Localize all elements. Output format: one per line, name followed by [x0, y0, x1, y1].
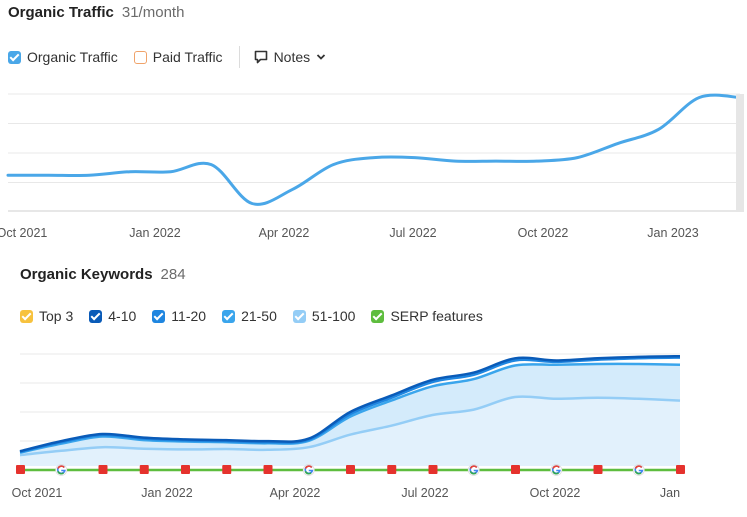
flag-icon: [428, 465, 438, 474]
traffic-chart: Oct 2021 Jan 2022 Apr 2022 Jul 2022 Oct 2022…: [0, 93, 744, 240]
x-tick-label: Jul 2022: [401, 486, 448, 500]
legend-serp-features[interactable]: SERP features: [371, 308, 483, 324]
divider: [238, 46, 240, 68]
flag-icon: [139, 465, 149, 474]
series-line-51-100: [19, 395, 681, 457]
checkbox-icon[interactable]: [292, 309, 306, 323]
x-tick-label: Oct 2021: [0, 226, 47, 240]
legend-11-20[interactable]: 11-20: [152, 308, 206, 324]
flag-icon: [98, 465, 108, 474]
checkbox-icon[interactable]: [222, 309, 236, 323]
legend-label: 21-50: [241, 308, 277, 324]
notes-dropdown[interactable]: Notes: [254, 49, 327, 65]
checkbox-icon[interactable]: [152, 309, 166, 323]
legend-21-50[interactable]: 21-50: [222, 308, 277, 324]
flag-icon: [511, 465, 520, 474]
legend-label: Paid Traffic: [152, 49, 223, 65]
legend-top-3[interactable]: Top 3: [20, 308, 73, 324]
x-tick-label: Oct 2021: [12, 486, 63, 500]
legend-paid-traffic[interactable]: Paid Traffic: [133, 49, 223, 65]
legend-label: Organic Traffic: [27, 49, 118, 65]
flag-icon: [222, 465, 232, 474]
chevron-down-icon: [317, 54, 326, 60]
series-area-51-100: [20, 396, 680, 466]
x-tick-label: Jan 2022: [141, 486, 192, 500]
x-tick-label: Jan: [660, 486, 680, 500]
legend-label: 11-20: [171, 308, 207, 324]
flag-icon: [676, 465, 685, 474]
legend-4-10[interactable]: 4-10: [89, 308, 136, 324]
checkbox-icon[interactable]: [133, 50, 147, 64]
legend-organic-traffic[interactable]: Organic Traffic: [8, 49, 118, 65]
checkbox-icon[interactable]: [89, 309, 103, 323]
legend-label: SERP features: [390, 308, 483, 324]
flag-icon: [181, 465, 190, 474]
keywords-title: Organic Keywords: [20, 266, 153, 283]
google-icon: [550, 464, 563, 476]
x-tick-label: Jan 2022: [129, 226, 180, 240]
google-icon: [55, 464, 68, 476]
traffic-legend: Organic Traffic Paid Traffic Notes: [8, 46, 326, 68]
traffic-title: Organic Traffic: [8, 4, 114, 21]
x-tick-label: Apr 2022: [259, 226, 310, 240]
legend-label: Top 3: [39, 308, 74, 324]
legend-label: 4-10: [108, 308, 137, 324]
google-icon: [302, 464, 315, 476]
legend-label: 51-100: [311, 308, 356, 324]
traffic-value: 31/month: [121, 4, 185, 21]
keywords-legend: Top 3 4-10 11-20 21-50 51-100 SERP featu…: [20, 308, 499, 324]
traffic-header: Organic Traffic 31/month: [8, 4, 184, 21]
flag-icon: [346, 465, 355, 474]
notes-icon: [254, 50, 267, 64]
chart-edge-shade: [736, 94, 744, 212]
x-tick-label: Oct 2022: [518, 226, 569, 240]
series-area-21-50: [20, 363, 680, 466]
google-icon: [467, 464, 480, 476]
flag-icon: [263, 465, 273, 474]
checkbox-icon[interactable]: [20, 309, 33, 323]
google-icon: [632, 464, 645, 476]
series-line-4-10: [19, 354, 681, 453]
x-tick-label: Apr 2022: [270, 486, 321, 500]
legend-51-100[interactable]: 51-100: [292, 308, 356, 324]
series-line-organic-traffic: [6, 93, 742, 206]
flag-icon: [16, 465, 25, 474]
flag-icon: [593, 465, 603, 474]
x-tick-label: Jul 2022: [389, 226, 436, 240]
x-tick-label: Jan 2023: [647, 226, 698, 240]
checkbox-icon[interactable]: [371, 309, 385, 323]
notes-label: Notes: [273, 49, 311, 65]
flag-icon: [387, 465, 397, 474]
keywords-value: 284: [160, 266, 186, 283]
checkbox-icon[interactable]: [8, 50, 21, 64]
keywords-header: Organic Keywords 284: [20, 266, 186, 283]
series-line-11-20: [19, 356, 681, 454]
x-tick-label: Oct 2022: [530, 486, 581, 500]
series-line-21-50: [19, 362, 681, 454]
